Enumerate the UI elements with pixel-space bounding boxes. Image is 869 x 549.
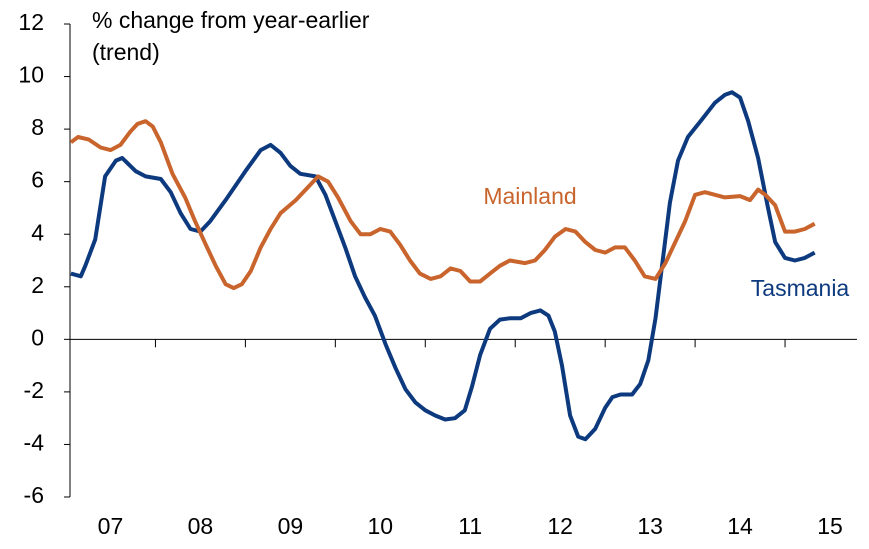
x-tick-label: 08 [188,513,214,539]
x-tick-label: 14 [727,513,753,539]
series-label: Tasmania [751,275,850,301]
y-tick-label: -6 [24,482,44,508]
y-tick-label: 8 [31,114,44,140]
y-tick-label: 6 [31,167,44,193]
x-tick-label: 10 [368,513,394,539]
x-tick-label: 12 [547,513,573,539]
y-tick-label: -2 [24,377,44,403]
x-tick-label: 13 [637,513,663,539]
y-tick-label: 10 [18,62,44,88]
series-line [69,119,816,291]
y-tick-label: 0 [31,324,44,350]
x-tick-label: 09 [278,513,304,539]
y-axis-label: (trend) [92,39,160,65]
y-tick-label: 4 [31,219,44,245]
series-label: Mainland [483,183,576,209]
y-tick-label: 2 [31,272,44,298]
y-tick-label: 12 [18,9,44,35]
x-tick-label: 15 [817,513,843,539]
x-tick-label: 07 [98,513,124,539]
series-line [70,90,816,442]
x-tick-label: 11 [458,513,482,539]
y-axis-label: % change from year-earlier [92,7,370,33]
y-tick-label: -4 [24,430,45,456]
